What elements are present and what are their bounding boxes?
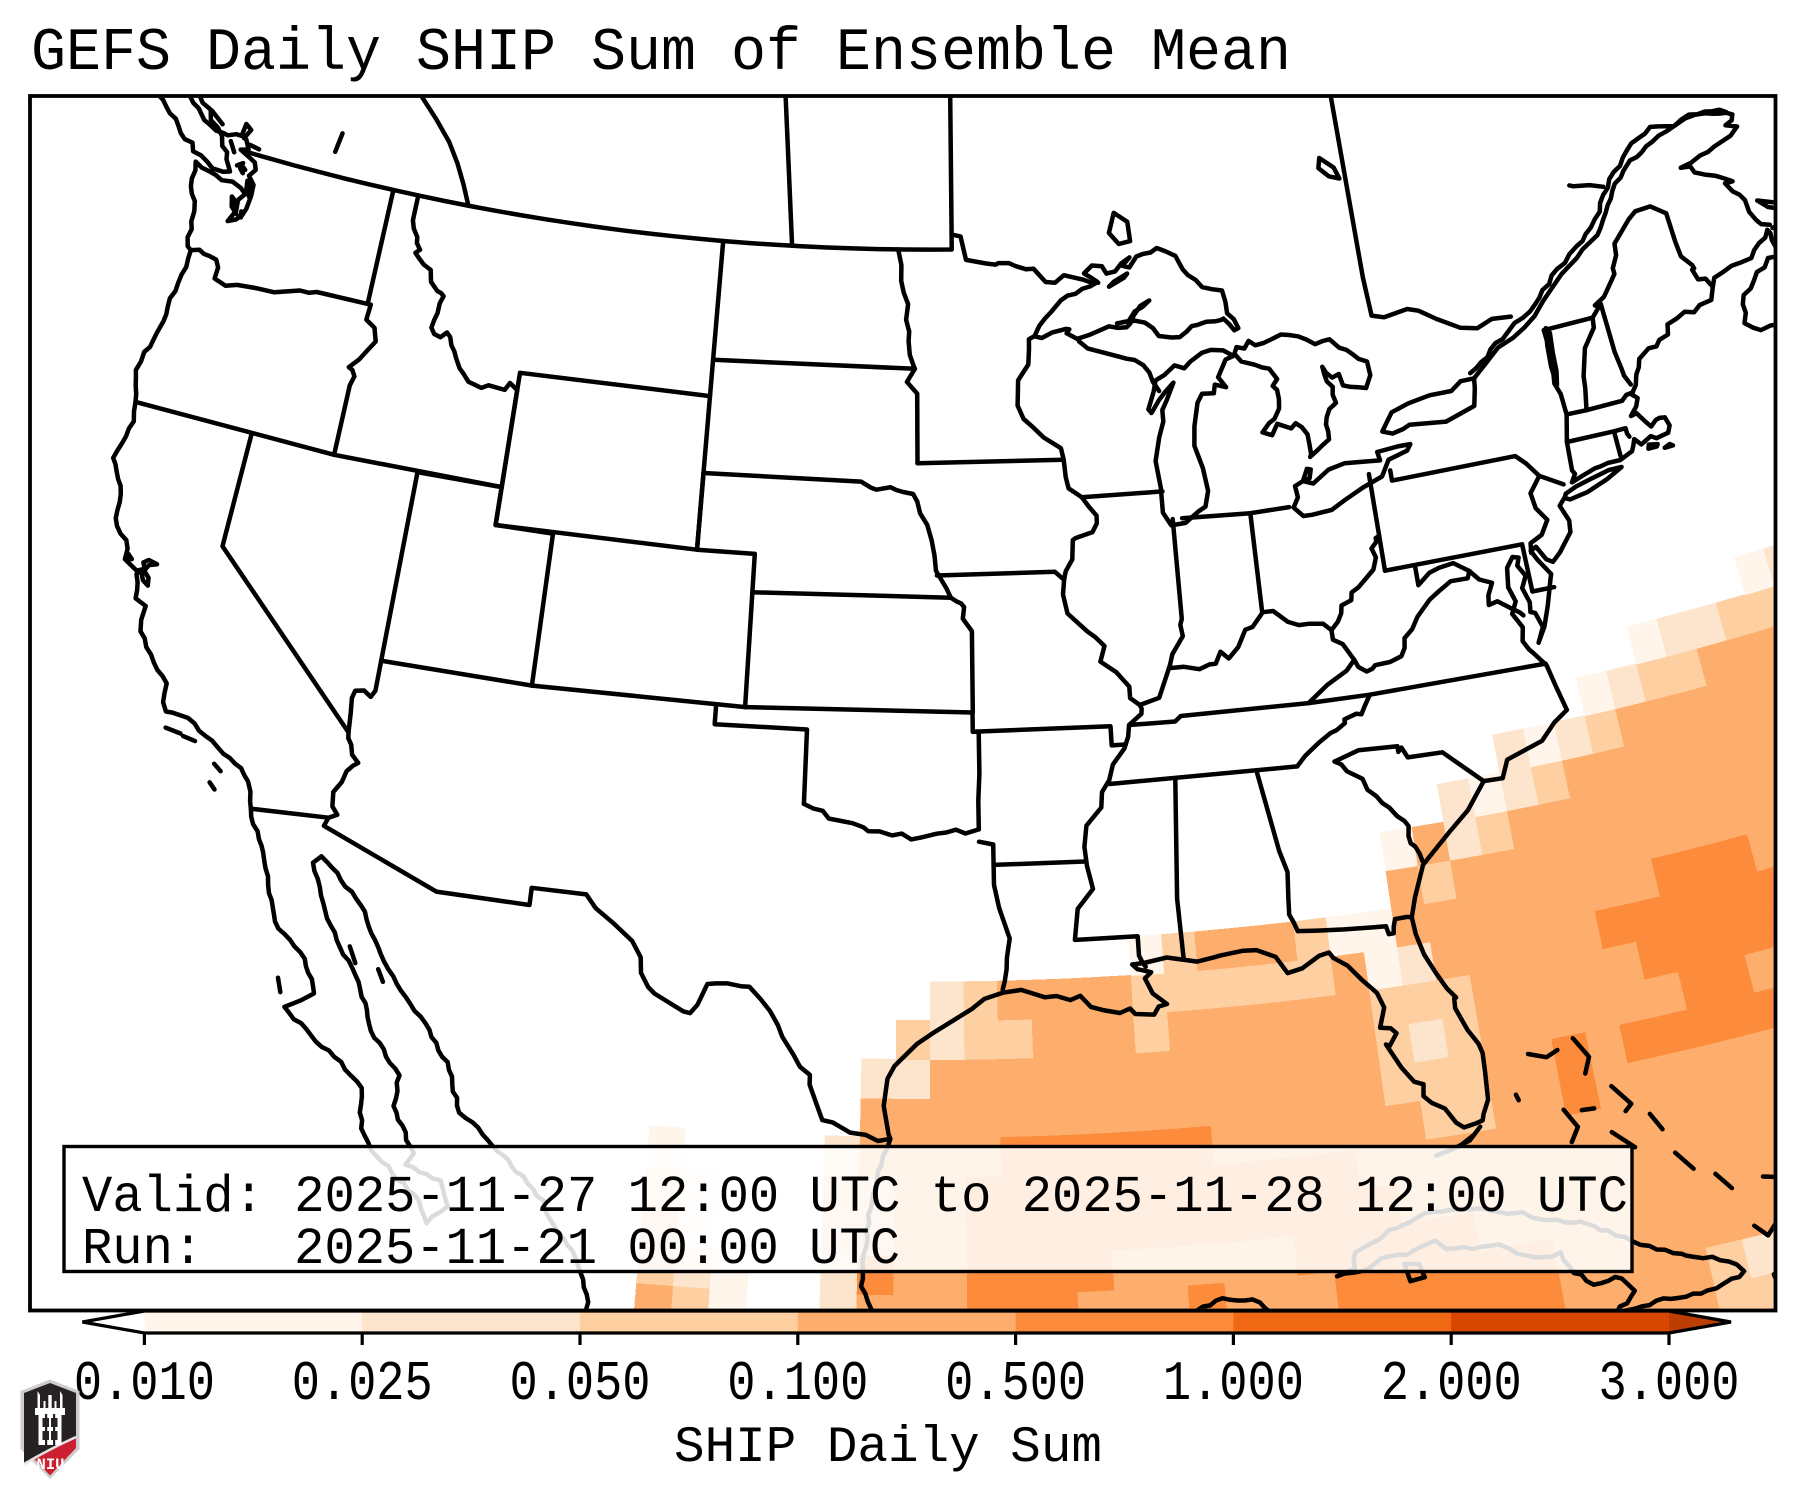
svg-text:0.025: 0.025 xyxy=(292,1352,433,1416)
svg-text:NIU: NIU xyxy=(37,1456,65,1474)
svg-text:2.000: 2.000 xyxy=(1381,1352,1522,1416)
svg-text:0.010: 0.010 xyxy=(74,1352,215,1416)
svg-text:0.500: 0.500 xyxy=(945,1352,1086,1416)
svg-text:SHIP Daily Sum: SHIP Daily Sum xyxy=(674,1420,1102,1477)
svg-text:0.050: 0.050 xyxy=(510,1352,651,1416)
svg-text:Run: 2025-11-21 00:00 UTC: Run: 2025-11-21 00:00 UTC xyxy=(82,1220,900,1279)
svg-text:GEFS Daily SHIP Sum of Ensembl: GEFS Daily SHIP Sum of Ensemble Mean xyxy=(31,20,1291,88)
svg-text:1.000: 1.000 xyxy=(1163,1352,1304,1416)
svg-text:3.000: 3.000 xyxy=(1599,1352,1740,1416)
svg-text:Valid: 2025-11-27 12:00 UTC to: Valid: 2025-11-27 12:00 UTC to 2025-11-2… xyxy=(82,1168,1628,1227)
svg-text:0.100: 0.100 xyxy=(727,1352,868,1416)
